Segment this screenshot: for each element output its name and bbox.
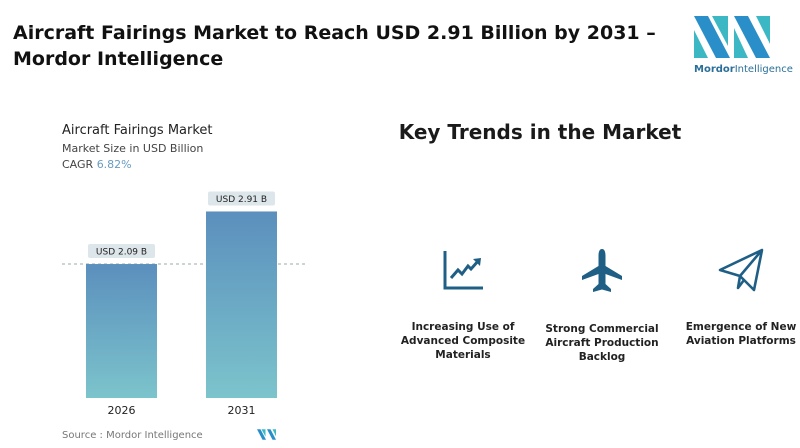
data-label-bg xyxy=(208,191,275,206)
cagr-value: 6.82% xyxy=(96,158,132,171)
cagr: CAGR 6.82% xyxy=(62,158,132,171)
paper-plane-icon xyxy=(718,248,764,292)
logo-mark-icon xyxy=(694,16,770,58)
page-title: Aircraft Fairings Market to Reach USD 2.… xyxy=(13,22,656,70)
data-label-bg xyxy=(88,244,155,259)
trend-label: Strong Commercial Aircraft Production Ba… xyxy=(545,323,659,363)
chart-title: Aircraft Fairings Market xyxy=(62,123,213,138)
trend-item: Strong Commercial Aircraft Production Ba… xyxy=(532,248,672,364)
mordor-logo: MordorIntelligence xyxy=(694,16,793,75)
x-tick-label: 2031 xyxy=(228,404,256,417)
logo-text: Intelligence xyxy=(734,64,793,75)
source-logo-icon xyxy=(257,429,276,440)
trend-item: Emergence of New Aviation Platforms xyxy=(671,248,800,348)
chart-subtitle: Market Size in USD Billion xyxy=(62,142,204,155)
x-tick-label: 2026 xyxy=(108,404,136,417)
airplane-icon xyxy=(582,249,622,292)
trend-item: Increasing Use of Advanced Composite Mat… xyxy=(393,248,533,362)
data-label: USD 2.09 B xyxy=(96,248,147,258)
trend-label: Emergence of New Aviation Platforms xyxy=(685,321,797,347)
data-label: USD 2.91 B xyxy=(216,195,267,205)
bar-2026 xyxy=(86,264,157,398)
bar-chart: USD 2.09 B 2026 USD 2.91 B 2031 xyxy=(62,191,305,417)
line-chart-icon xyxy=(443,251,483,290)
key-trends-heading: Key Trends in the Market xyxy=(398,120,682,144)
trend-label: Increasing Use of Advanced Composite Mat… xyxy=(400,321,526,361)
logo-text-bold: Mordor xyxy=(694,64,735,75)
bar-2031 xyxy=(206,211,277,398)
cagr-label: CAGR xyxy=(62,158,94,171)
source-text: Source : Mordor Intelligence xyxy=(62,430,203,441)
